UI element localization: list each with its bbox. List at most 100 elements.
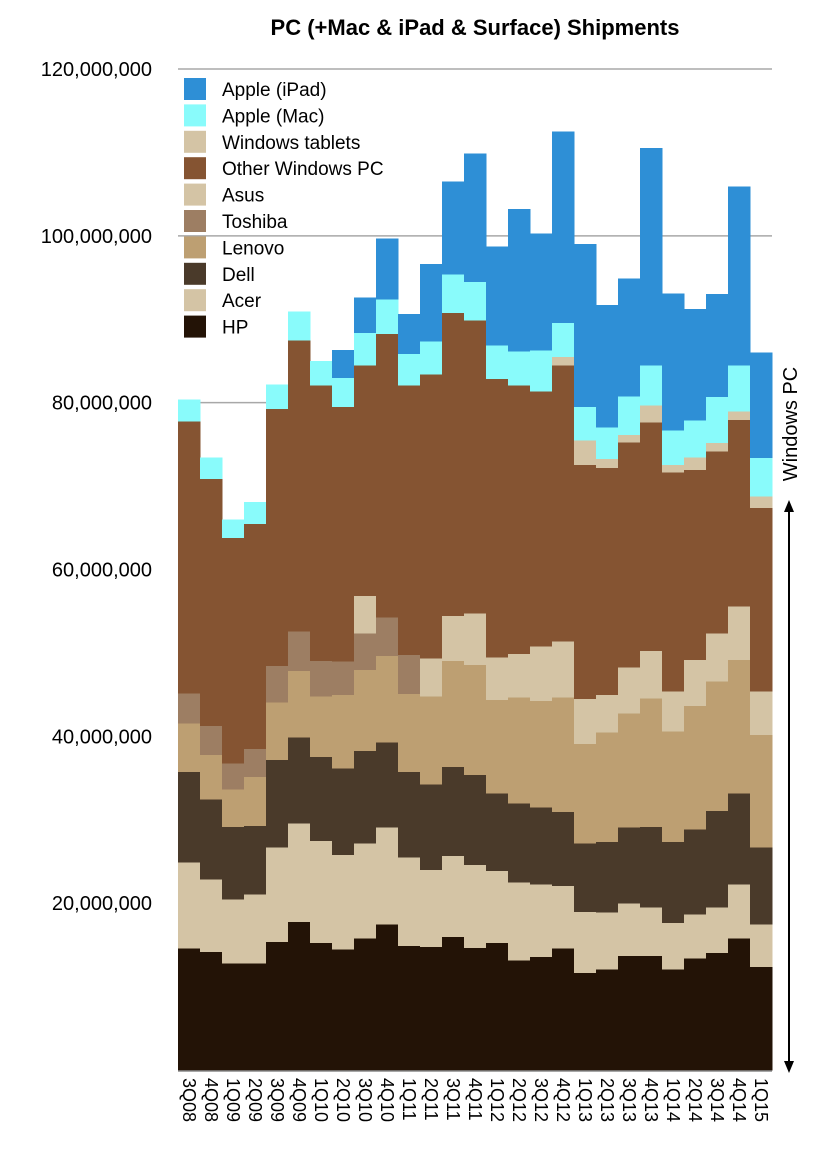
bar-segment bbox=[508, 803, 531, 883]
bar-segment bbox=[200, 725, 223, 756]
bar-segment bbox=[200, 878, 223, 952]
x-tick-label: 3Q09 bbox=[267, 1078, 287, 1122]
bar-segment bbox=[706, 632, 729, 682]
bar-segment bbox=[530, 390, 553, 647]
x-tick-label: 3Q08 bbox=[179, 1078, 199, 1122]
bar-segment bbox=[618, 434, 641, 443]
x-tick-label: 3Q13 bbox=[619, 1078, 639, 1122]
bar-segment bbox=[354, 595, 377, 634]
windows-pc-label: Windows PC bbox=[780, 367, 802, 481]
x-tick-label: 2Q13 bbox=[597, 1078, 617, 1122]
bar-segment bbox=[596, 305, 619, 428]
bar-segment bbox=[310, 942, 333, 1071]
legend-label: Acer bbox=[222, 291, 262, 312]
bar-segment bbox=[530, 233, 553, 351]
bar-segment bbox=[750, 924, 773, 967]
bar-segment bbox=[310, 360, 333, 386]
bar-segment bbox=[662, 293, 685, 431]
bar-segment bbox=[442, 181, 465, 275]
bar-segment bbox=[596, 467, 619, 696]
bar-segment bbox=[178, 722, 201, 772]
x-axis: 3Q08 4Q08 1Q09 2Q09 3Q09 4Q09 1Q10 2Q10 3Q10 4Q10… bbox=[178, 1070, 772, 1122]
legend-swatch bbox=[184, 104, 206, 127]
legend-swatch bbox=[184, 130, 206, 153]
bar-segment bbox=[178, 862, 201, 949]
bar-segment bbox=[662, 464, 685, 473]
bar-segment bbox=[200, 754, 223, 800]
legend-label: Windows tablets bbox=[222, 133, 360, 154]
bar-segment bbox=[486, 378, 509, 658]
bar-segment bbox=[486, 870, 509, 943]
bar-segment bbox=[750, 352, 773, 459]
y-tick-label: 80,000,000 bbox=[52, 393, 152, 415]
bar-segment bbox=[552, 641, 575, 698]
bar-segment bbox=[310, 385, 333, 661]
bar-segment bbox=[288, 921, 311, 1071]
bar-segment bbox=[552, 365, 575, 642]
bar-segment bbox=[442, 615, 465, 661]
bar-segment bbox=[618, 827, 641, 904]
bar-segment bbox=[244, 748, 267, 777]
bar-segment bbox=[552, 948, 575, 1071]
bar-segment bbox=[574, 972, 597, 1071]
arrow-head-bottom bbox=[784, 1061, 794, 1073]
bar-segment bbox=[706, 810, 729, 908]
bar-segment bbox=[530, 700, 553, 808]
bar-segment bbox=[398, 353, 421, 386]
legend-swatch bbox=[184, 78, 206, 100]
bar-segment bbox=[398, 314, 421, 354]
bar-segment bbox=[706, 294, 729, 398]
bar-segment bbox=[398, 385, 421, 655]
bar-segment bbox=[618, 278, 641, 397]
bar-segment bbox=[222, 826, 245, 900]
bar-segment bbox=[728, 186, 751, 366]
bar-segment bbox=[222, 963, 245, 1071]
bar-segment bbox=[728, 793, 751, 885]
bar-segment bbox=[244, 963, 267, 1071]
bar-segment bbox=[640, 148, 663, 366]
bar-segment bbox=[618, 395, 641, 435]
bar-segment bbox=[662, 922, 685, 970]
bar-segment bbox=[706, 681, 729, 811]
bar-segment bbox=[266, 941, 289, 1071]
bar-segment bbox=[200, 478, 223, 726]
bar-segment bbox=[684, 958, 707, 1071]
x-tick-label: 4Q11 bbox=[465, 1078, 485, 1121]
chart-title: PC (+Mac & iPad & Surface) Shipments bbox=[271, 15, 680, 40]
bar-segment bbox=[728, 659, 751, 794]
bar-segment bbox=[750, 847, 773, 925]
bar-segment bbox=[376, 924, 399, 1071]
legend-label: Lenovo bbox=[222, 238, 284, 259]
legend-swatch bbox=[184, 157, 206, 180]
bar-segment bbox=[442, 312, 465, 616]
bar-segment bbox=[354, 669, 377, 751]
bar-segment bbox=[354, 332, 377, 366]
bar-segment bbox=[530, 646, 553, 701]
bar-segment bbox=[420, 946, 443, 1071]
legend-label: Dell bbox=[222, 265, 255, 286]
x-tick-label: 3Q14 bbox=[707, 1078, 727, 1122]
bar-segment bbox=[288, 340, 311, 632]
bar-segment bbox=[266, 408, 289, 666]
bar-segment bbox=[574, 406, 597, 441]
bar-segment bbox=[266, 847, 289, 942]
bar-segment bbox=[706, 952, 729, 1071]
bar-segment bbox=[618, 955, 641, 1071]
bar-segment bbox=[508, 959, 531, 1071]
x-tick-label: 4Q14 bbox=[729, 1078, 749, 1122]
x-tick-label: 2Q11 bbox=[421, 1078, 441, 1121]
bar-segment bbox=[464, 612, 487, 665]
bar-segment bbox=[332, 768, 355, 856]
bar-segment bbox=[574, 244, 597, 408]
bar-segment bbox=[596, 458, 619, 469]
bar-segment bbox=[662, 731, 685, 842]
bar-segment bbox=[684, 914, 707, 959]
bar-segment bbox=[266, 702, 289, 761]
bar-segment bbox=[332, 949, 355, 1071]
bar-segment bbox=[750, 507, 773, 692]
bar-segment bbox=[684, 469, 707, 660]
bar-segment bbox=[376, 827, 399, 925]
bar-segment bbox=[640, 365, 663, 406]
bar-segment bbox=[332, 406, 355, 662]
